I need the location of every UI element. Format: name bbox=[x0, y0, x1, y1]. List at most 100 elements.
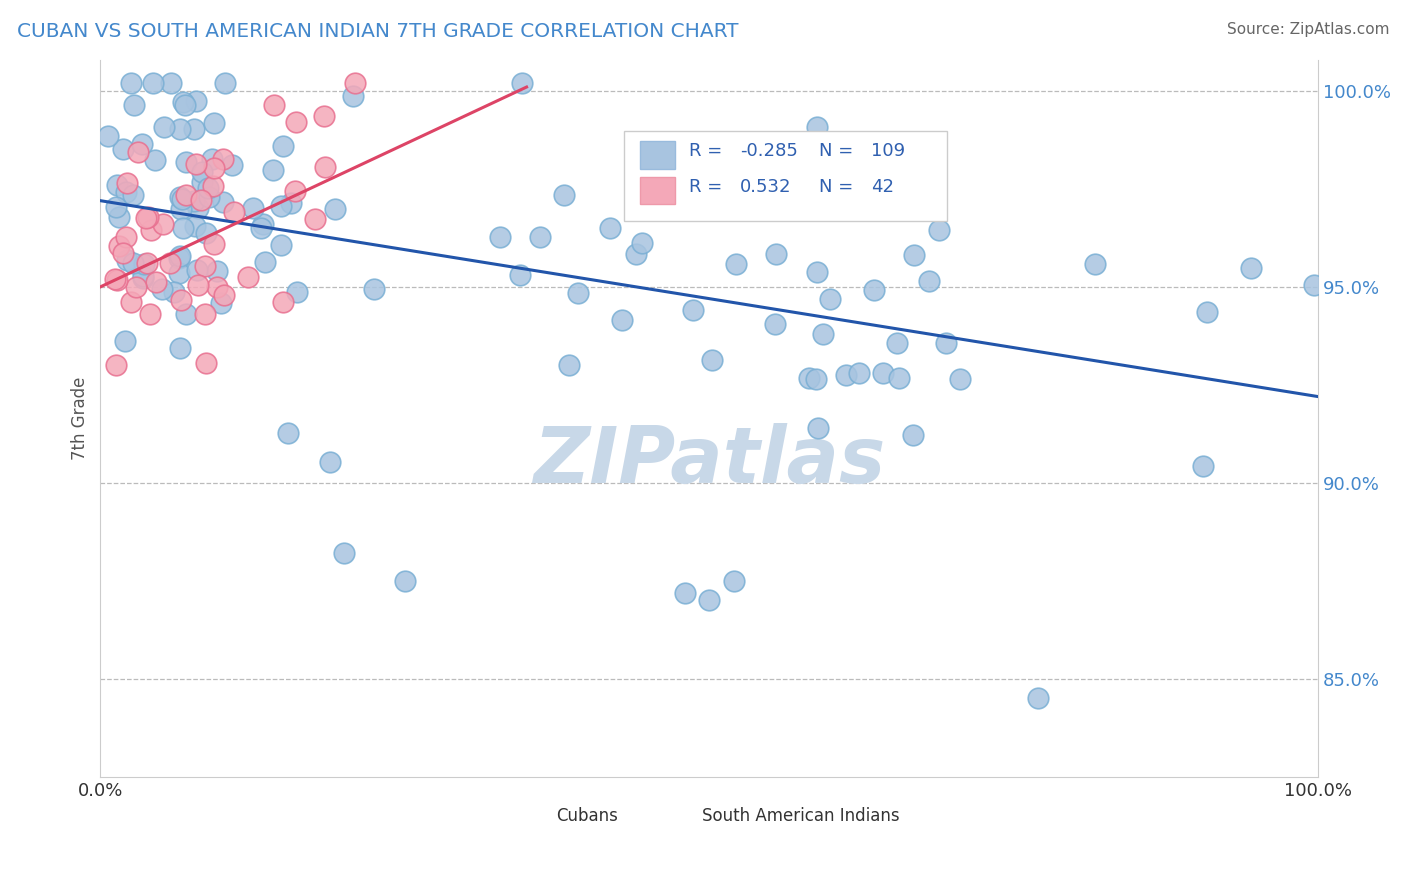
Point bbox=[197, 189, 219, 203]
Point bbox=[806, 372, 828, 386]
Point bbox=[567, 286, 589, 301]
Point bbox=[363, 282, 385, 296]
Point bbox=[529, 230, 551, 244]
FancyBboxPatch shape bbox=[640, 141, 675, 169]
Point bbox=[150, 282, 173, 296]
Point bbox=[184, 219, 207, 234]
Point bbox=[254, 254, 277, 268]
Point bbox=[169, 249, 191, 263]
Point bbox=[191, 175, 214, 189]
Point bbox=[818, 293, 841, 307]
Point bbox=[284, 184, 307, 198]
Point bbox=[242, 201, 264, 215]
Point bbox=[211, 152, 233, 166]
Point bbox=[174, 155, 197, 169]
Point bbox=[610, 312, 633, 326]
Point bbox=[97, 129, 120, 144]
Point bbox=[194, 259, 217, 273]
FancyBboxPatch shape bbox=[640, 178, 675, 204]
Point bbox=[132, 271, 155, 285]
Point bbox=[214, 76, 236, 90]
Point bbox=[488, 230, 510, 244]
Point bbox=[763, 317, 786, 331]
Point bbox=[172, 95, 194, 109]
Point bbox=[1026, 691, 1049, 706]
Point bbox=[183, 194, 205, 209]
Point bbox=[1084, 257, 1107, 271]
Point bbox=[122, 98, 145, 112]
FancyBboxPatch shape bbox=[517, 805, 550, 830]
Point bbox=[280, 195, 302, 210]
Point bbox=[169, 341, 191, 355]
Point bbox=[202, 179, 225, 194]
Text: ZIPatlas: ZIPatlas bbox=[533, 423, 886, 500]
Point bbox=[903, 248, 925, 262]
Point bbox=[270, 238, 292, 252]
Point bbox=[1302, 277, 1324, 292]
Point bbox=[1197, 304, 1219, 318]
Point bbox=[262, 162, 284, 177]
Point bbox=[105, 200, 128, 214]
Point bbox=[323, 202, 346, 216]
Point bbox=[624, 247, 647, 261]
Point bbox=[174, 307, 197, 321]
Point bbox=[111, 142, 134, 156]
Point bbox=[202, 115, 225, 129]
Text: R =: R = bbox=[689, 178, 734, 196]
Text: 0.532: 0.532 bbox=[740, 178, 792, 196]
Point bbox=[1192, 458, 1215, 473]
Point bbox=[169, 252, 191, 266]
Point bbox=[186, 263, 208, 277]
Point bbox=[887, 371, 910, 385]
Point bbox=[862, 283, 884, 297]
Point bbox=[304, 211, 326, 226]
Point bbox=[135, 211, 157, 225]
Point bbox=[273, 138, 295, 153]
Point bbox=[152, 217, 174, 231]
Point bbox=[202, 236, 225, 251]
Point bbox=[901, 428, 924, 442]
Point bbox=[512, 76, 534, 90]
Point bbox=[813, 326, 835, 341]
Text: 109: 109 bbox=[872, 142, 905, 160]
Text: N =: N = bbox=[818, 178, 865, 196]
Y-axis label: 7th Grade: 7th Grade bbox=[72, 376, 89, 460]
Point bbox=[115, 176, 138, 190]
Point bbox=[863, 196, 886, 211]
Point bbox=[872, 366, 894, 380]
Point bbox=[111, 246, 134, 260]
Point bbox=[104, 272, 127, 286]
Point bbox=[723, 574, 745, 588]
Point bbox=[115, 186, 138, 200]
Point bbox=[599, 220, 621, 235]
Point bbox=[949, 372, 972, 386]
Point bbox=[139, 307, 162, 321]
Point bbox=[557, 359, 579, 373]
Point bbox=[202, 161, 225, 175]
Point bbox=[918, 273, 941, 287]
Point bbox=[835, 368, 858, 383]
Point bbox=[172, 220, 194, 235]
Point bbox=[277, 426, 299, 441]
Point bbox=[342, 89, 364, 103]
FancyBboxPatch shape bbox=[624, 131, 946, 221]
Point bbox=[187, 201, 209, 215]
Point bbox=[765, 247, 787, 261]
Point bbox=[174, 187, 197, 202]
Point bbox=[186, 94, 208, 108]
Point bbox=[935, 336, 957, 351]
Point bbox=[169, 190, 191, 204]
Point bbox=[509, 268, 531, 283]
Text: Source: ZipAtlas.com: Source: ZipAtlas.com bbox=[1226, 22, 1389, 37]
Text: South American Indians: South American Indians bbox=[702, 807, 900, 825]
Point bbox=[285, 285, 308, 299]
Point bbox=[145, 275, 167, 289]
Point bbox=[212, 288, 235, 302]
Point bbox=[194, 307, 217, 321]
Point bbox=[806, 265, 828, 279]
Point bbox=[314, 161, 336, 175]
Point bbox=[725, 257, 748, 271]
Point bbox=[174, 98, 197, 112]
Point bbox=[163, 285, 186, 300]
Point bbox=[252, 217, 274, 231]
